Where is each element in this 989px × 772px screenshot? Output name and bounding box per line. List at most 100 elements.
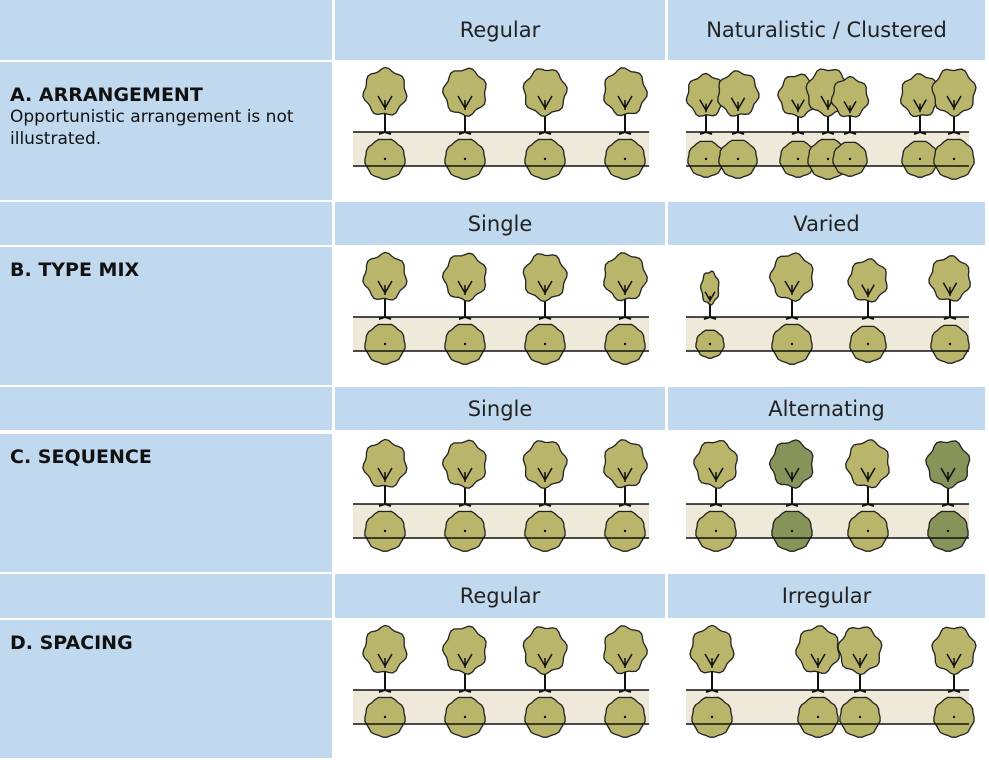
branch — [708, 467, 724, 482]
trunk-dot — [463, 157, 467, 161]
illustration-cell — [335, 62, 665, 200]
illustration — [686, 252, 971, 365]
option-header: Irregular — [668, 574, 985, 618]
branch — [913, 99, 927, 113]
canopy — [603, 252, 648, 302]
canopy — [685, 72, 727, 117]
canopy — [830, 75, 870, 118]
section-title: D. SPACING — [10, 632, 133, 654]
illustration-cell — [668, 434, 985, 572]
trunk-dot — [543, 342, 547, 346]
canopy — [522, 253, 568, 303]
trunk-dot — [858, 715, 862, 719]
branch — [861, 284, 875, 298]
canopy — [931, 68, 977, 118]
canopy — [362, 251, 408, 301]
trunk-dot — [623, 715, 627, 719]
canopy — [689, 624, 735, 674]
trunk-dot — [736, 157, 740, 161]
trunk-dot — [848, 157, 852, 161]
trunk-dot — [918, 157, 922, 161]
trunk-dot — [816, 715, 820, 719]
canopy — [768, 439, 814, 489]
canopy — [441, 625, 487, 675]
header-cell — [0, 0, 332, 60]
header-cell — [0, 202, 332, 245]
trunk-dot — [826, 157, 830, 161]
canopy — [768, 252, 814, 302]
branch — [810, 653, 826, 668]
trunk-dot — [383, 342, 387, 346]
trunk-dot — [383, 529, 387, 533]
canopy — [847, 258, 888, 303]
illustration — [353, 251, 649, 365]
section-title: A. ARRANGEMENT — [10, 84, 203, 106]
trunk-dot — [952, 157, 956, 161]
trunk-dot — [710, 715, 714, 719]
trunk-dot — [463, 529, 467, 533]
illustration — [353, 624, 649, 738]
branch — [457, 653, 473, 668]
trunk-dot — [708, 342, 712, 346]
trunk-dot — [796, 157, 800, 161]
branch — [377, 95, 393, 110]
branch — [860, 467, 876, 482]
trunk-dot — [463, 342, 467, 346]
option-header: Single — [335, 387, 665, 430]
trunk-dot — [952, 715, 956, 719]
branch — [617, 467, 633, 482]
trunk-dot — [383, 157, 387, 161]
branch — [730, 97, 746, 112]
branch — [791, 99, 805, 113]
canopy — [522, 68, 568, 118]
option-header: Varied — [668, 202, 985, 245]
trunk-dot — [714, 529, 718, 533]
branch — [457, 467, 473, 482]
section-label: B. TYPE MIX — [0, 247, 332, 385]
section-note: Opportunistic arrangement is not illustr… — [10, 107, 294, 150]
branch — [942, 282, 958, 297]
branch — [843, 101, 857, 114]
canopy — [362, 624, 408, 674]
branch — [377, 467, 393, 482]
trunk-dot — [866, 529, 870, 533]
header-cell — [0, 387, 332, 430]
canopy — [795, 625, 840, 674]
branch — [704, 291, 716, 302]
canopy — [837, 626, 883, 676]
canopy — [693, 439, 738, 489]
branch — [377, 280, 393, 295]
trunk-dot — [543, 157, 547, 161]
trunk-dot — [704, 157, 708, 161]
trunk-dot — [790, 529, 794, 533]
option-header: Naturalistic / Clustered — [668, 0, 985, 60]
branch — [457, 280, 473, 295]
canopy — [362, 66, 408, 116]
trunk-dot — [790, 342, 794, 346]
illustration-cell — [668, 620, 985, 758]
trunk-dot — [383, 715, 387, 719]
canopy — [603, 439, 648, 489]
illustration-cell — [668, 62, 985, 200]
section-label: A. ARRANGEMENT Opportunistic arrangement … — [0, 62, 332, 200]
canopy — [441, 439, 487, 489]
trunk-dot — [948, 342, 952, 346]
branch — [699, 99, 713, 113]
canopy — [931, 626, 977, 676]
canopy — [522, 626, 568, 676]
canopy — [441, 252, 487, 302]
canopy — [362, 438, 408, 488]
branch — [940, 467, 956, 482]
canopy — [845, 439, 890, 489]
trunk-dot — [623, 529, 627, 533]
illustration-cell — [668, 247, 985, 385]
branch — [784, 280, 800, 295]
branch — [617, 280, 633, 295]
canopy — [603, 625, 648, 675]
trunk-dot — [946, 529, 950, 533]
trunk-dot — [543, 715, 547, 719]
trunk-dot — [463, 715, 467, 719]
illustration-cell — [335, 620, 665, 758]
branch — [704, 653, 720, 668]
